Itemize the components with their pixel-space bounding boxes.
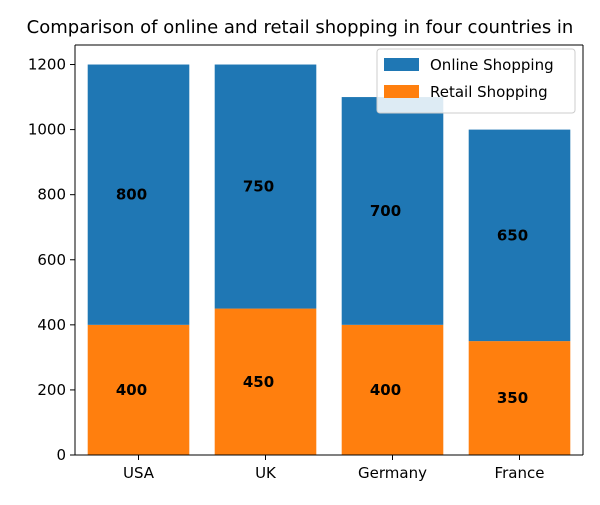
bar-value-label-retail-shopping-germany: 400 [370,381,401,399]
y-tick-label: 0 [56,446,66,464]
bar-retail-shopping-france [468,341,571,455]
legend-swatch-online-shopping [384,58,419,71]
legend-label-online-shopping: Online Shopping [430,56,554,74]
bar-value-label-online-shopping-france: 650 [497,226,528,244]
bar-retail-shopping-usa [87,324,190,455]
y-tick-label: 1000 [28,121,66,139]
bar-online-shopping-germany [341,97,444,325]
legend-swatch-retail-shopping [384,85,419,98]
bar-value-label-retail-shopping-uk: 450 [243,373,274,391]
legend: Online Shopping Retail Shopping [376,48,576,114]
legend-box [376,48,576,114]
bar-value-label-online-shopping-uk: 750 [243,178,274,196]
bar-value-label-retail-shopping-usa: 400 [116,381,147,399]
x-tick-label-uk: UK [255,464,277,482]
bar-value-label-online-shopping-germany: 700 [370,202,401,220]
y-tick-label: 400 [37,316,66,334]
y-tick-label: 200 [37,381,66,399]
y-tick-label: 800 [37,186,66,204]
bar-value-label-retail-shopping-france: 350 [497,389,528,407]
x-tick-label-usa: USA [123,464,155,482]
bar-retail-shopping-uk [214,308,317,455]
bar-online-shopping-france [468,129,571,342]
legend-label-retail-shopping: Retail Shopping [430,83,548,101]
y-tick-label: 600 [37,251,66,269]
plot-area: 400 800 450 750 400 700 350 650 0 200 400 600 800 100… [28,44,584,482]
bar-online-shopping-uk [214,64,317,309]
y-tick-label: 1200 [28,56,66,74]
bar-value-label-online-shopping-usa: 800 [116,186,147,204]
x-tick-label-germany: Germany [358,464,427,482]
bar-online-shopping-usa [87,64,190,325]
chart-title: Comparison of online and retail shopping… [27,17,574,38]
x-tick-label-france: France [495,464,545,482]
bar-retail-shopping-germany [341,324,444,455]
